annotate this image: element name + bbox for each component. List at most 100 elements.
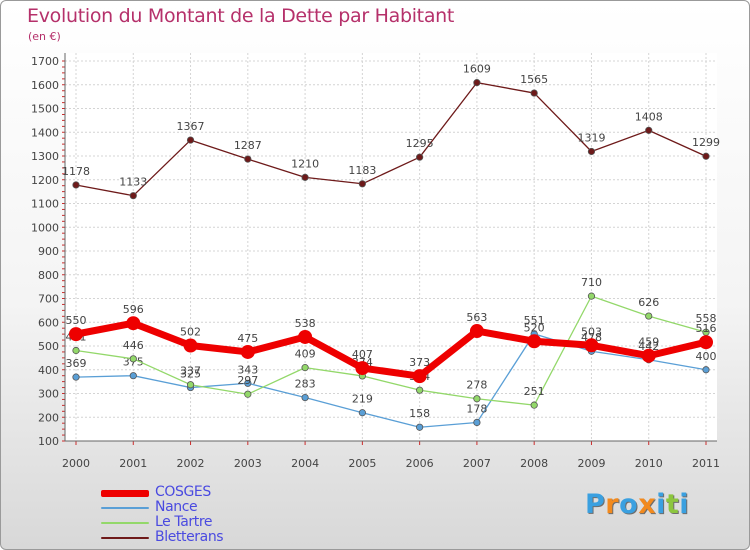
data-point-cosges <box>126 316 141 331</box>
data-point-bletterans <box>358 180 366 188</box>
data-point-le-tartre <box>301 364 309 372</box>
series-line-cosges <box>75 319 707 380</box>
logo-letter: r <box>605 489 620 520</box>
y-tick-label: 800 <box>38 269 59 282</box>
data-point-le-tartre <box>186 381 195 389</box>
data-label-bletterans: 1178 <box>62 165 90 178</box>
series-line-le-tartre <box>75 295 707 406</box>
data-point-nance <box>473 418 481 427</box>
data-point-le-tartre <box>645 312 653 320</box>
data-label-bletterans: 1565 <box>520 73 548 86</box>
data-label-nance: 343 <box>237 363 258 376</box>
y-tick-label: 1300 <box>31 150 59 163</box>
data-label-nance: 400 <box>696 350 717 363</box>
x-tick-label: 2003 <box>234 457 262 470</box>
y-tick-label: 600 <box>38 316 59 329</box>
x-tick-label: 2004 <box>291 457 319 470</box>
data-point-bletterans <box>72 181 80 189</box>
data-point-bletterans <box>244 155 252 163</box>
legend-swatch <box>101 507 149 509</box>
x-tick-label: 2006 <box>406 457 434 470</box>
data-point-le-tartre <box>129 355 137 363</box>
data-label-bletterans: 1319 <box>577 131 605 144</box>
logo-letter: i <box>679 489 690 520</box>
legend-label: Nance <box>155 499 198 515</box>
data-label-le-tartre: 446 <box>123 339 144 352</box>
data-label-bletterans: 1210 <box>291 157 319 170</box>
logo-letter: o <box>619 489 639 520</box>
data-label-cosges: 407 <box>352 348 373 361</box>
data-label-bletterans: 1408 <box>635 110 663 123</box>
data-label-bletterans: 1287 <box>234 139 262 152</box>
data-point-bletterans <box>702 152 710 160</box>
data-label-bletterans: 1609 <box>463 63 491 76</box>
data-point-le-tartre <box>244 390 252 398</box>
y-tick-label: 1400 <box>31 126 59 139</box>
data-label-cosges: 502 <box>180 326 201 339</box>
data-label-bletterans: 1183 <box>348 164 376 177</box>
data-point-bletterans <box>587 147 596 156</box>
data-point-nance <box>72 373 80 381</box>
data-point-bletterans <box>416 153 424 161</box>
data-point-bletterans <box>129 192 137 200</box>
data-point-cosges <box>584 338 599 353</box>
data-point-cosges <box>240 344 255 359</box>
data-point-cosges <box>469 324 484 339</box>
y-tick-label: 1600 <box>31 79 59 92</box>
series-line-nance <box>75 333 707 428</box>
data-label-cosges: 563 <box>466 311 487 324</box>
data-label-nance: 369 <box>66 357 87 370</box>
data-label-bletterans: 1133 <box>119 176 147 189</box>
y-tick-label: 700 <box>38 293 59 306</box>
data-label-nance: 158 <box>409 407 430 420</box>
chart-title: Evolution du Montant de la Dette par Hab… <box>27 5 455 27</box>
legend-swatch <box>101 489 149 497</box>
x-tick-label: 2010 <box>635 457 663 470</box>
y-tick-label: 900 <box>38 245 59 258</box>
logo-letter: P <box>585 489 606 520</box>
data-label-le-tartre: 409 <box>295 348 316 361</box>
data-label-nance: 178 <box>466 402 487 415</box>
data-label-cosges: 503 <box>581 325 602 338</box>
series-line-bletterans <box>75 81 707 197</box>
legend-label: Le Tartre <box>155 514 213 530</box>
x-tick-label: 2007 <box>463 457 491 470</box>
data-label-le-tartre: 558 <box>696 312 717 325</box>
data-label-cosges: 550 <box>66 314 87 327</box>
data-point-le-tartre <box>587 292 596 300</box>
data-point-bletterans <box>473 79 481 87</box>
y-tick-label: 300 <box>38 388 59 401</box>
y-tick-label: 100 <box>38 435 59 448</box>
y-tick-label: 200 <box>38 411 59 424</box>
data-point-cosges <box>641 348 656 363</box>
data-label-bletterans: 1367 <box>177 120 205 133</box>
logo-letter: i <box>656 489 666 520</box>
data-point-nance <box>416 423 424 431</box>
data-point-cosges <box>183 338 198 353</box>
data-point-nance <box>301 393 309 402</box>
legend-label: Bletterans <box>155 529 224 545</box>
data-label-cosges: 596 <box>123 303 144 316</box>
logo-letter: x <box>638 489 657 520</box>
data-label-cosges: 475 <box>237 332 258 345</box>
data-label-cosges: 520 <box>524 321 545 334</box>
data-label-cosges: 516 <box>696 322 717 335</box>
y-tick-label: 1700 <box>31 55 59 68</box>
data-label-le-tartre: 710 <box>581 276 602 289</box>
legend-swatch <box>101 522 149 524</box>
data-point-le-tartre <box>530 401 538 409</box>
data-point-nance <box>702 366 710 374</box>
y-tick-label: 400 <box>38 364 59 377</box>
data-label-bletterans: 1299 <box>692 136 720 149</box>
legend-label: COSGES <box>155 484 211 500</box>
data-point-cosges <box>699 335 713 350</box>
data-label-nance: 325 <box>180 368 201 381</box>
x-tick-label: 2001 <box>119 457 147 470</box>
data-point-le-tartre <box>72 346 80 355</box>
data-label-nance: 283 <box>295 378 316 391</box>
plot-area <box>65 53 717 441</box>
data-label-le-tartre: 297 <box>237 374 258 387</box>
y-tick-label: 1200 <box>31 174 59 187</box>
legend-swatch <box>101 537 149 539</box>
data-point-le-tartre <box>473 395 481 403</box>
